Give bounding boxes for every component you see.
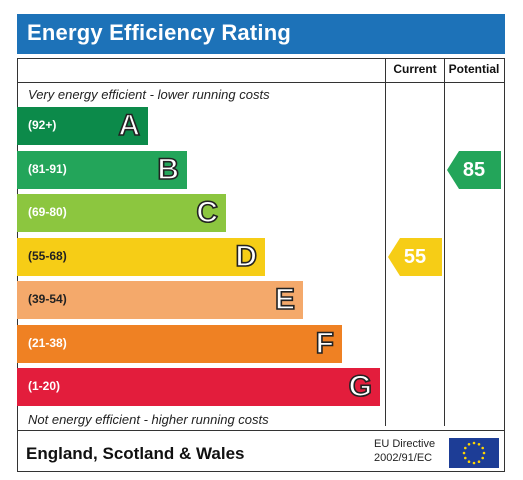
potential-arrow-shape <box>447 150 501 189</box>
top-caption: Very energy efficient - lower running co… <box>28 87 270 102</box>
eu-star <box>477 443 481 446</box>
current-rating-value: 55 <box>403 245 427 268</box>
bottom-caption: Not energy efficient - higher running co… <box>28 412 269 427</box>
band-f: (21-38) F <box>17 324 342 363</box>
eu-star <box>472 461 476 465</box>
eu-star <box>462 451 466 455</box>
band-letter: F <box>315 326 335 361</box>
band-range-label: (1-20) <box>28 379 61 393</box>
eu-directive-line1: EU Directive <box>374 438 436 450</box>
header-bar: Energy Efficiency Rating <box>17 14 505 54</box>
eu-star <box>481 456 484 460</box>
band-letter: A <box>118 108 141 143</box>
eu-directive-line2: 2002/91/EC <box>374 452 433 464</box>
band-letter: G <box>348 369 373 404</box>
band-b: (81-91) B <box>17 150 187 189</box>
page-title: Energy Efficiency Rating <box>27 20 291 45</box>
band-g: (1-20) G <box>17 368 380 406</box>
band-range-label: (92+) <box>28 118 57 132</box>
current-arrow-shape <box>388 237 442 276</box>
eu-star <box>464 446 467 450</box>
eu-stars <box>462 441 486 465</box>
eu-star <box>464 456 467 460</box>
column-header-potential: Potential <box>448 62 500 76</box>
column-divider-potential <box>444 58 445 426</box>
band-range-label: (21-38) <box>28 335 67 350</box>
band-letter: B <box>157 152 180 187</box>
eu-star <box>472 441 476 445</box>
eu-star <box>467 460 471 463</box>
band-letter: C <box>196 195 219 230</box>
potential-rating-badge: 85 <box>447 150 501 189</box>
band-d: (55-68) D <box>17 237 265 276</box>
eu-star <box>467 443 471 446</box>
footer-region: England, Scotland & Wales <box>26 444 245 463</box>
column-divider-current <box>385 58 386 426</box>
band-c: (69-80) C <box>17 194 226 232</box>
potential-rating-value: 85 <box>462 158 486 181</box>
band-e: (39-54) E <box>17 281 303 319</box>
header-row-divider <box>17 82 505 83</box>
band-letter: E <box>274 282 296 317</box>
eu-star <box>481 446 484 450</box>
footer-row-divider <box>17 430 505 431</box>
eu-flag-icon <box>449 438 499 468</box>
eu-directive-text: EU Directive 2002/91/EC <box>374 437 435 465</box>
band-a: (92+) A <box>17 107 148 145</box>
current-rating-badge: 55 <box>388 237 442 276</box>
band-letter: D <box>235 239 258 274</box>
band-range-label: (69-80) <box>28 205 67 219</box>
column-header-current: Current <box>393 62 437 76</box>
band-range-label: (55-68) <box>28 248 67 263</box>
eu-star <box>482 451 486 455</box>
band-range-label: (81-91) <box>28 161 67 176</box>
eu-star <box>477 460 481 463</box>
band-range-label: (39-54) <box>28 292 67 306</box>
